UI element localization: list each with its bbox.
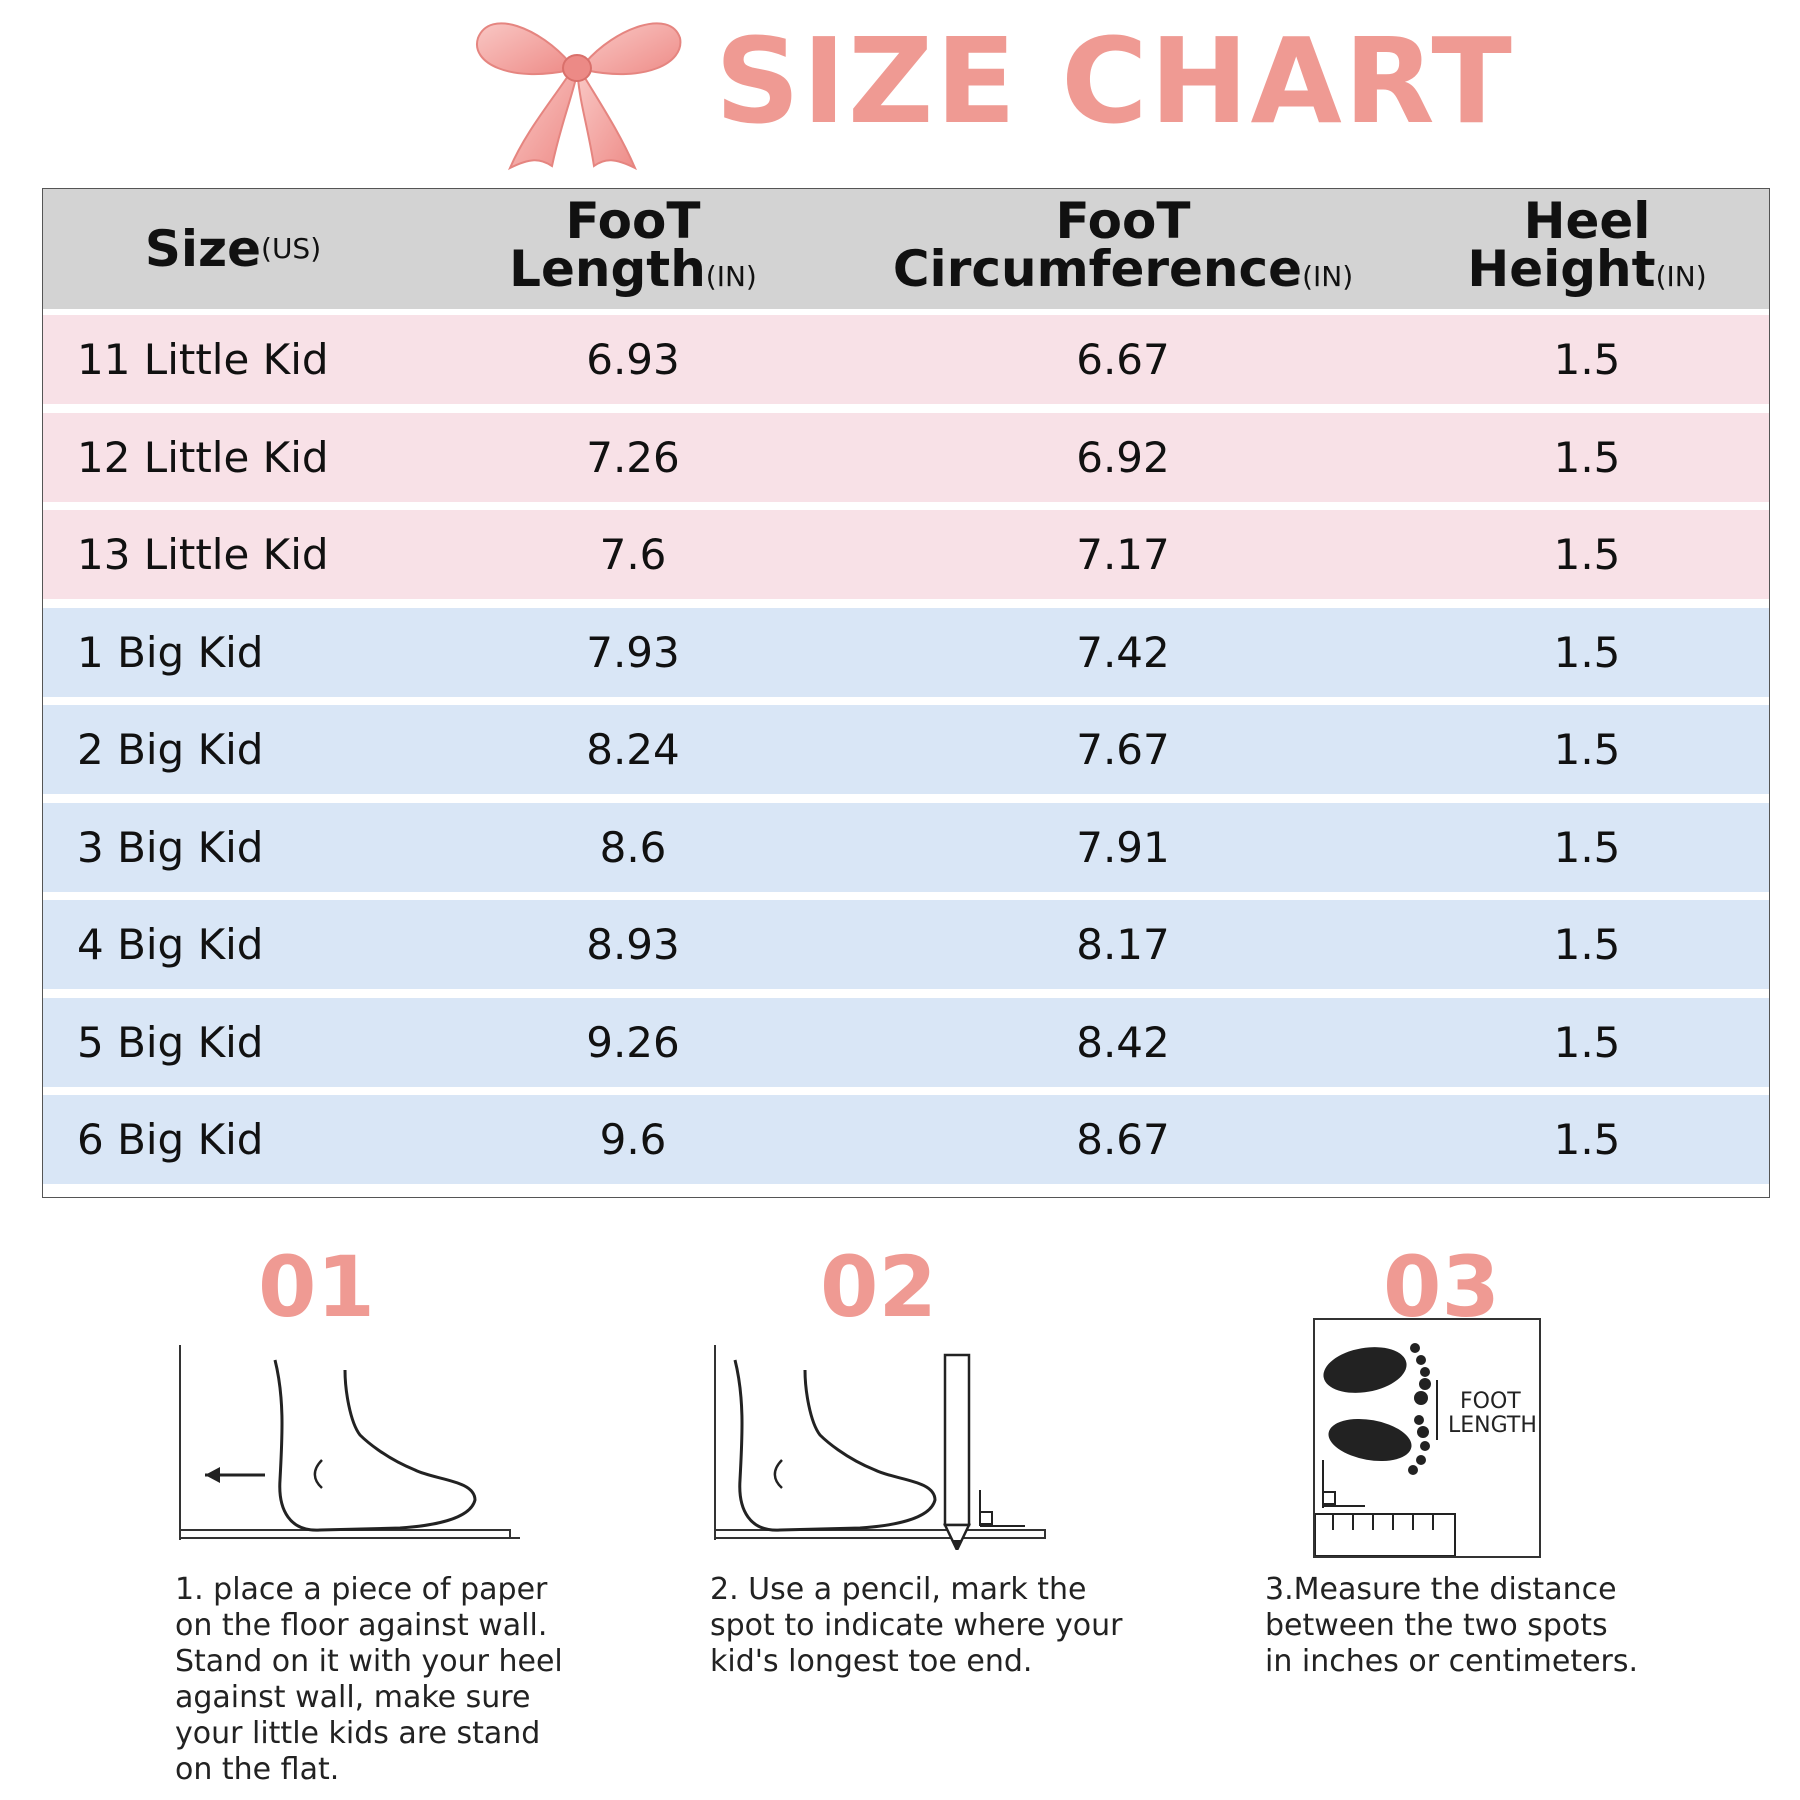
header: SIZE CHART [0,0,1800,180]
column-header-line2: Length(IN) [509,244,757,301]
size-cell: 6 Big Kid [77,1115,264,1164]
foot-circumference-cell: 6.92 [1076,432,1170,482]
column-header-unit: (IN) [705,260,757,293]
foot-length-cell: 9.6 [599,1115,667,1164]
footprint-measure-diagram: FOOT LENGTH [1313,1318,1541,1558]
heel-height-cell: 1.5 [1553,335,1621,384]
step-1-description: 1. place a piece of paper on the floor a… [175,1572,563,1787]
foot-length-label-line1: FOOT [1460,1389,1521,1414]
column-header-label: Height [1467,240,1656,298]
foot-length-cell: 8.93 [586,920,680,969]
table-row: 1 Big Kid 7.93 7.42 1.5 [43,607,1769,697]
foot-circumference-cell: 8.17 [1076,920,1170,969]
foot-circumference-cell: 7.67 [1076,725,1170,774]
table-row: 2 Big Kid 8.24 7.67 1.5 [43,705,1769,794]
table-row: 13 Little Kid 7.6 7.17 1.5 [43,510,1769,599]
page-title: SIZE CHART [715,12,1514,150]
table-row: 4 Big Kid 8.93 8.17 1.5 [43,900,1769,989]
table-row: 12 Little Kid 7.26 6.92 1.5 [43,412,1769,502]
foot-length-label-line2: LENGTH [1448,1413,1537,1438]
column-header-label: Heel [1523,192,1651,250]
heel-height-cell: 1.5 [1553,725,1621,774]
heel-height-cell: 1.5 [1553,432,1621,482]
heel-height-cell: 1.5 [1553,822,1621,872]
column-header-label: FooT [565,192,701,250]
foot-length-label: FOOT LENGTH [1448,1390,1537,1438]
table-body: 11 Little Kid 6.93 6.67 1.5 12 Little Ki… [43,315,1769,1193]
column-header-foot-circumference: FooT Circumference(IN) [843,189,1403,309]
size-table: Size (US) FooT Length(IN) FooT Circumfere… [42,188,1770,1198]
table-row: 11 Little Kid 6.93 6.67 1.5 [43,315,1769,404]
foot-length-cell: 7.6 [599,530,667,579]
column-header-label: Circumference [892,240,1303,298]
step-3-number: 03 [1383,1238,1500,1336]
size-cell: 4 Big Kid [77,920,264,969]
heel-height-cell: 1.5 [1553,1017,1621,1067]
table-row: 5 Big Kid 9.26 8.42 1.5 [43,997,1769,1087]
column-header-unit: (IN) [1302,260,1354,293]
size-cell: 5 Big Kid [77,1017,264,1067]
table-row: 6 Big Kid 9.6 8.67 1.5 [43,1095,1769,1184]
foot-circumference-cell: 6.67 [1076,335,1170,384]
step-3-description: 3.Measure the distance between the two s… [1265,1572,1639,1679]
foot-length-cell: 6.93 [586,335,680,384]
heel-height-cell: 1.5 [1553,530,1621,579]
foot-circumference-cell: 7.42 [1076,627,1170,677]
size-cell: 2 Big Kid [77,725,264,774]
column-header-size: Size (US) [43,189,423,309]
table-row: 3 Big Kid 8.6 7.91 1.5 [43,802,1769,892]
size-cell: 12 Little Kid [77,432,329,482]
size-cell: 11 Little Kid [77,335,329,384]
foot-length-cell: 8.6 [599,822,667,872]
column-header-unit: (IN) [1655,260,1707,293]
column-header-label: Length [509,240,706,298]
foot-circumference-cell: 8.67 [1076,1115,1170,1164]
heel-height-cell: 1.5 [1553,920,1621,969]
footprint-icon [1315,1343,1456,1556]
size-cell: 3 Big Kid [77,822,264,872]
foot-length-cell: 9.26 [586,1017,680,1067]
foot-circumference-cell: 8.42 [1076,1017,1170,1067]
heel-height-cell: 1.5 [1553,1115,1621,1164]
column-header-label: FooT [1055,192,1191,250]
foot-length-cell: 7.93 [586,627,680,677]
heel-height-cell: 1.5 [1553,627,1621,677]
step-2-description: 2. Use a pencil, mark the spot to indica… [710,1572,1123,1679]
size-cell: 1 Big Kid [77,627,264,677]
column-header-heel-height: Heel Height(IN) [1403,189,1771,309]
foot-circumference-cell: 7.17 [1076,530,1170,579]
foot-length-cell: 7.26 [586,432,680,482]
foot-length-cell: 8.24 [586,725,680,774]
column-header-line2: Circumference(IN) [893,244,1354,301]
column-header-label: Size [144,220,262,278]
column-header-foot-length: FooT Length(IN) [423,189,843,309]
size-cell: 13 Little Kid [77,530,329,579]
step-1-number: 01 [258,1238,375,1336]
foot-circumference-cell: 7.91 [1076,822,1170,872]
pencil-mark-illustration [714,1345,1046,1550]
step-2-number: 02 [820,1238,937,1336]
bow-icon [475,22,682,171]
foot-against-wall-illustration [179,1345,520,1540]
column-header-unit: (US) [261,232,322,265]
table-header: Size (US) FooT Length(IN) FooT Circumfere… [43,189,1769,309]
column-header-line2: Height(IN) [1467,244,1707,301]
